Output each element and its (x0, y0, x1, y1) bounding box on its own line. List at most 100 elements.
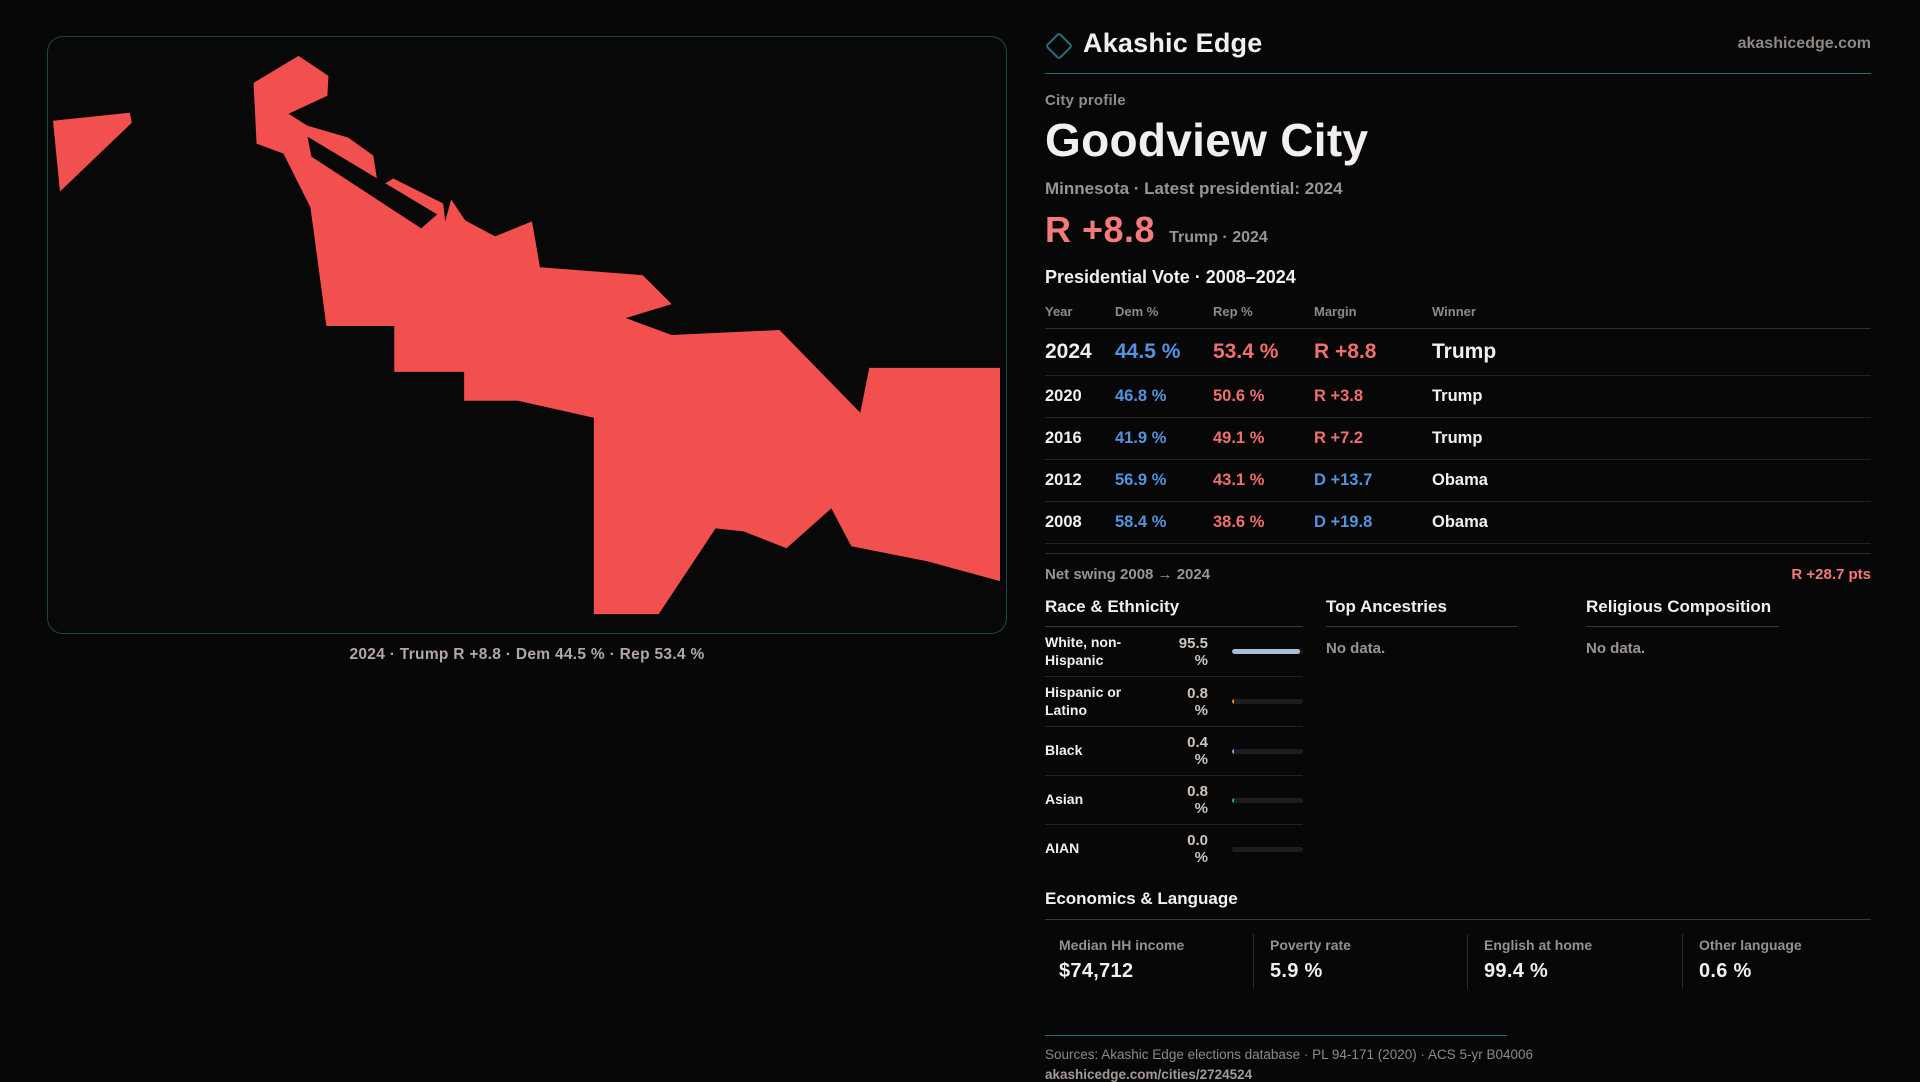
race-value: 0.8 % (1187, 783, 1208, 817)
stat-label: Median HH income (1059, 937, 1185, 953)
vote-dem: 44.5 % (1115, 340, 1181, 363)
latest-margin: R +8.8 Trump · 2024 (1045, 209, 1871, 251)
race-label: AIAN (1045, 840, 1080, 857)
col-header-winner: Winner (1432, 304, 1476, 319)
vote-table: Year Dem % Rep % Margin Winner 2024 44.5… (1045, 300, 1871, 544)
vote-winner: Trump (1432, 429, 1483, 447)
header: Akashic Edge akashicedge.com (1044, 28, 1871, 74)
footer-permalink[interactable]: akashicedge.com/cities/2724524 (1045, 1067, 1253, 1082)
race-bar (1232, 748, 1303, 754)
stat-value: $74,712 (1059, 960, 1134, 982)
latest-margin-context: Trump · 2024 (1169, 229, 1268, 246)
race-label: Asian (1045, 791, 1084, 808)
net-swing-label: Net swing 2008 → 2024 (1045, 566, 1211, 583)
eyebrow-label: City profile (1045, 92, 1126, 109)
footer-sources: Sources: Akashic Edge elections database… (1045, 1047, 1534, 1062)
diamond-logo-icon (1044, 31, 1074, 60)
race-value: 0.0 % (1187, 832, 1208, 866)
col-header-rep: Rep % (1213, 304, 1253, 319)
vote-winner: Trump (1432, 340, 1497, 363)
vote-table-row: 2012 56.9 % 43.1 % D +13.7 Obama (1045, 460, 1871, 502)
race-value: 0.4 % (1187, 734, 1208, 768)
vote-margin: D +19.8 (1314, 513, 1373, 531)
stat-value: 99.4 % (1484, 960, 1549, 982)
stat-label: English at home (1484, 937, 1593, 953)
race-bar-fill (1232, 797, 1235, 803)
vote-table-row: 2016 41.9 % 49.1 % R +7.2 Trump (1045, 418, 1871, 460)
col-header-year: Year (1045, 304, 1073, 319)
vote-margin: R +7.2 (1314, 429, 1364, 447)
race-section: Race & Ethnicity White, non-Hispanic 95.… (1045, 597, 1303, 873)
race-label: White, non-Hispanic (1045, 634, 1122, 668)
stat-value: 5.9 % (1270, 960, 1323, 982)
vote-dem: 46.8 % (1115, 387, 1167, 405)
vote-margin: R +3.8 (1314, 387, 1364, 405)
city-shape-main (253, 55, 1001, 615)
stat-card: Poverty rate 5.9 % (1253, 934, 1467, 989)
religion-title: Religious Composition (1586, 597, 1779, 627)
stat-card: Median HH income $74,712 (1045, 934, 1253, 989)
vote-year: 2008 (1045, 513, 1082, 531)
footer-divider (1045, 1035, 1507, 1036)
vote-margin: D +13.7 (1314, 471, 1373, 489)
race-row: AIAN 0.0 % (1045, 825, 1303, 873)
page-title: Goodview City (1045, 114, 1369, 166)
vote-dem: 56.9 % (1115, 471, 1167, 489)
race-bar (1232, 699, 1303, 704)
brand-site-link[interactable]: akashicedge.com (1737, 34, 1871, 52)
vote-dem: 41.9 % (1115, 429, 1167, 447)
vote-year: 2020 (1045, 387, 1082, 405)
latest-margin-value: R +8.8 (1045, 209, 1156, 250)
stat-label: Other language (1699, 937, 1802, 953)
vote-dem: 58.4 % (1115, 513, 1167, 531)
stat-value: 0.6 % (1699, 960, 1752, 982)
vote-table-title: Presidential Vote · 2008–2024 (1045, 267, 1296, 287)
ancestries-section: Top Ancestries No data. (1326, 597, 1517, 873)
vote-table-header: Year Dem % Rep % Margin Winner (1045, 300, 1871, 329)
vote-table-row: 2008 58.4 % 38.6 % D +19.8 Obama (1045, 502, 1871, 544)
race-section-title: Race & Ethnicity (1045, 597, 1303, 627)
religion-section: Religious Composition No data. (1586, 597, 1779, 873)
map-caption: 2024 · Trump R +8.8 · Dem 44.5 % · Rep 5… (349, 646, 705, 663)
city-map[interactable] (47, 36, 1007, 634)
vote-year: 2024 (1045, 340, 1092, 363)
city-shape-gap (307, 136, 438, 229)
vote-margin: R +8.8 (1314, 340, 1377, 363)
vote-rep: 50.6 % (1213, 387, 1265, 405)
vote-table-row: 2020 46.8 % 50.6 % R +3.8 Trump (1045, 376, 1871, 418)
race-row: Asian 0.8 % (1045, 776, 1303, 825)
race-label: Hispanic or Latino (1045, 684, 1122, 718)
net-swing-value: R +28.7 pts (1791, 566, 1871, 583)
stat-label: Poverty rate (1270, 937, 1351, 953)
vote-rep: 43.1 % (1213, 471, 1265, 489)
vote-rep: 38.6 % (1213, 513, 1265, 531)
stat-card: English at home 99.4 % (1467, 934, 1682, 989)
race-bar (1232, 797, 1303, 803)
race-bar (1232, 649, 1303, 654)
race-row: Hispanic or Latino 0.8 % (1045, 677, 1303, 727)
religion-empty: No data. (1586, 640, 1646, 657)
race-row: Black 0.4 % (1045, 727, 1303, 776)
race-value: 95.5 % (1178, 634, 1208, 669)
profile-panel: Akashic Edge akashicedge.com City profil… (1044, 28, 1871, 1082)
footer: Sources: Akashic Edge elections database… (1045, 1035, 1871, 1082)
race-bar-fill (1232, 748, 1235, 754)
race-bar-fill (1232, 649, 1300, 654)
vote-year: 2012 (1045, 471, 1082, 489)
economics-title: Economics & Language (1045, 889, 1871, 920)
vote-winner: Trump (1432, 387, 1483, 405)
race-bar-fill (1232, 699, 1235, 704)
ancestries-empty: No data. (1326, 640, 1386, 657)
vote-rep: 53.4 % (1213, 340, 1279, 363)
stat-card: Other language 0.6 % (1682, 934, 1871, 989)
city-shape-exclave (52, 112, 132, 192)
brand-name: Akashic Edge (1083, 28, 1263, 58)
race-value: 0.8 % (1187, 684, 1208, 719)
vote-rep: 49.1 % (1213, 429, 1265, 447)
vote-year: 2016 (1045, 429, 1082, 447)
vote-table-row: 2024 44.5 % 53.4 % R +8.8 Trump (1045, 329, 1871, 376)
race-row: White, non-Hispanic 95.5 % (1045, 627, 1303, 677)
vote-winner: Obama (1432, 471, 1488, 489)
vote-winner: Obama (1432, 513, 1488, 531)
race-bar (1232, 846, 1303, 852)
